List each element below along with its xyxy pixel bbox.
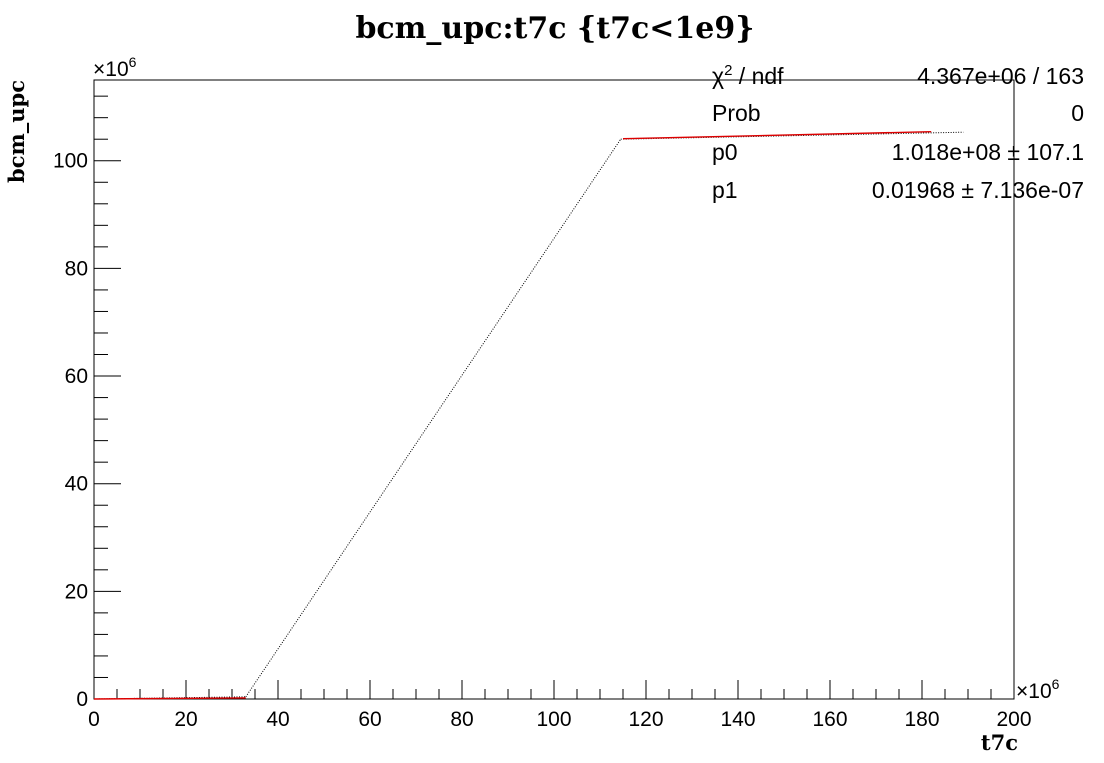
x-tick-label: 140 [720, 708, 755, 731]
stats-value: 4.367e+06 / 163 [917, 63, 1084, 89]
fit-stats-box: χ2 / ndf 4.367e+06 / 163 Prob 0 p0 1.018e+08 … [712, 62, 1084, 203]
stats-label: p1 [712, 177, 738, 203]
fit-line [93, 697, 246, 700]
x-tick-label: 60 [358, 708, 381, 731]
y-axis-label: bcm_upc [4, 80, 29, 183]
x-tick-label: 180 [904, 708, 939, 731]
stats-value: 0.01968 ± 7.136e-07 [872, 177, 1084, 203]
x-tick-label: 20 [174, 708, 197, 731]
stats-label: Prob [712, 100, 761, 126]
stats-value: 0 [1071, 100, 1084, 126]
x-tick-label: 120 [628, 708, 663, 731]
x-axis-exponent: ×106 [1016, 676, 1060, 703]
y-tick-label: 20 [65, 580, 88, 603]
chart-title: bcm_upc:t7c {t7c<1e9} [355, 11, 754, 46]
fit-line [622, 131, 932, 140]
x-tick-label: 160 [812, 708, 847, 731]
y-tick-label: 80 [65, 257, 88, 280]
y-axis-exponent: ×106 [93, 54, 137, 81]
y-tick-label: 40 [65, 473, 88, 496]
x-tick-label: 200 [996, 708, 1031, 731]
y-tick-label: 60 [65, 365, 88, 388]
x-tick-label: 80 [450, 708, 473, 731]
stats-label: χ2 / ndf [712, 62, 784, 89]
data-points-trace [245, 138, 622, 698]
y-tick-label: 100 [53, 150, 88, 173]
x-tick-label: 40 [266, 708, 289, 731]
x-axis-label: t7c [981, 730, 1018, 755]
data-points-trace [620, 131, 964, 140]
stats-value: 1.018e+08 ± 107.1 [892, 139, 1084, 165]
stats-label: p0 [712, 139, 738, 165]
x-tick-label: 100 [536, 708, 571, 731]
y-tick-label: 0 [76, 688, 88, 711]
x-axis: 0 20 40 60 80 100 120 140 160 180 200 [88, 680, 1032, 731]
y-axis: 0 20 40 60 80 100 [53, 95, 121, 711]
data-layer [93, 131, 964, 700]
x-tick-label: 0 [88, 708, 100, 731]
plot-frame [93, 79, 1015, 700]
